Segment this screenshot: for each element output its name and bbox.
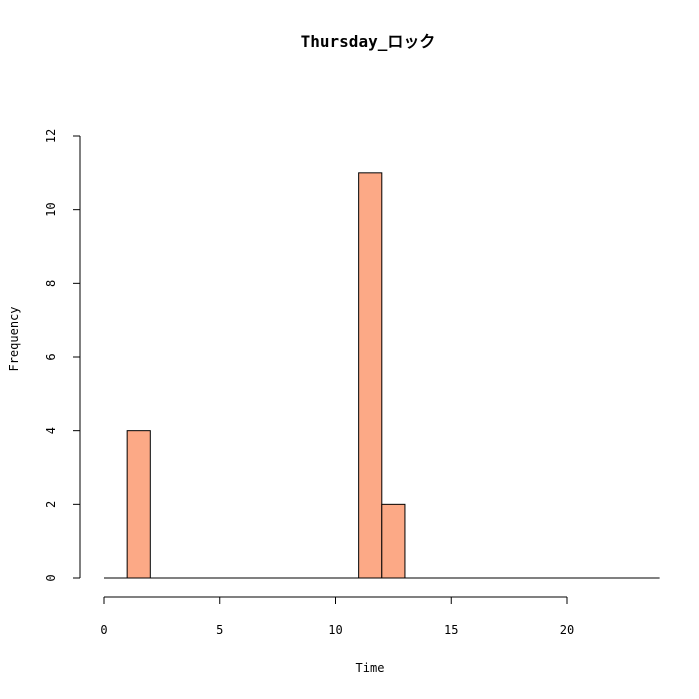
x-axis: 0 5 10 15 20 (100, 596, 574, 637)
histogram-bars (126, 172, 406, 579)
y-tick-label: 10 (44, 202, 58, 216)
y-tick-label: 2 (44, 501, 58, 508)
x-tick-label: 20 (560, 623, 574, 637)
histogram-bar-1 (358, 172, 383, 579)
chart-title: Thursday_ロック (301, 32, 436, 51)
histogram-bar-0 (126, 430, 151, 579)
x-tick-label: 15 (444, 623, 458, 637)
y-axis: 0 2 4 6 8 10 12 (44, 129, 81, 582)
y-tick-label: 4 (44, 427, 58, 434)
x-tick-label: 0 (100, 623, 107, 637)
y-tick-label: 6 (44, 353, 58, 360)
histogram-bar-2 (381, 503, 406, 579)
x-tick-label: 10 (328, 623, 342, 637)
y-tick-label: 12 (44, 129, 58, 143)
x-axis-label: Time (356, 661, 385, 675)
y-tick-label: 0 (44, 574, 58, 581)
y-tick-label: 8 (44, 280, 58, 287)
x-tick-label: 5 (216, 623, 223, 637)
y-axis-label: Frequency (7, 306, 21, 371)
